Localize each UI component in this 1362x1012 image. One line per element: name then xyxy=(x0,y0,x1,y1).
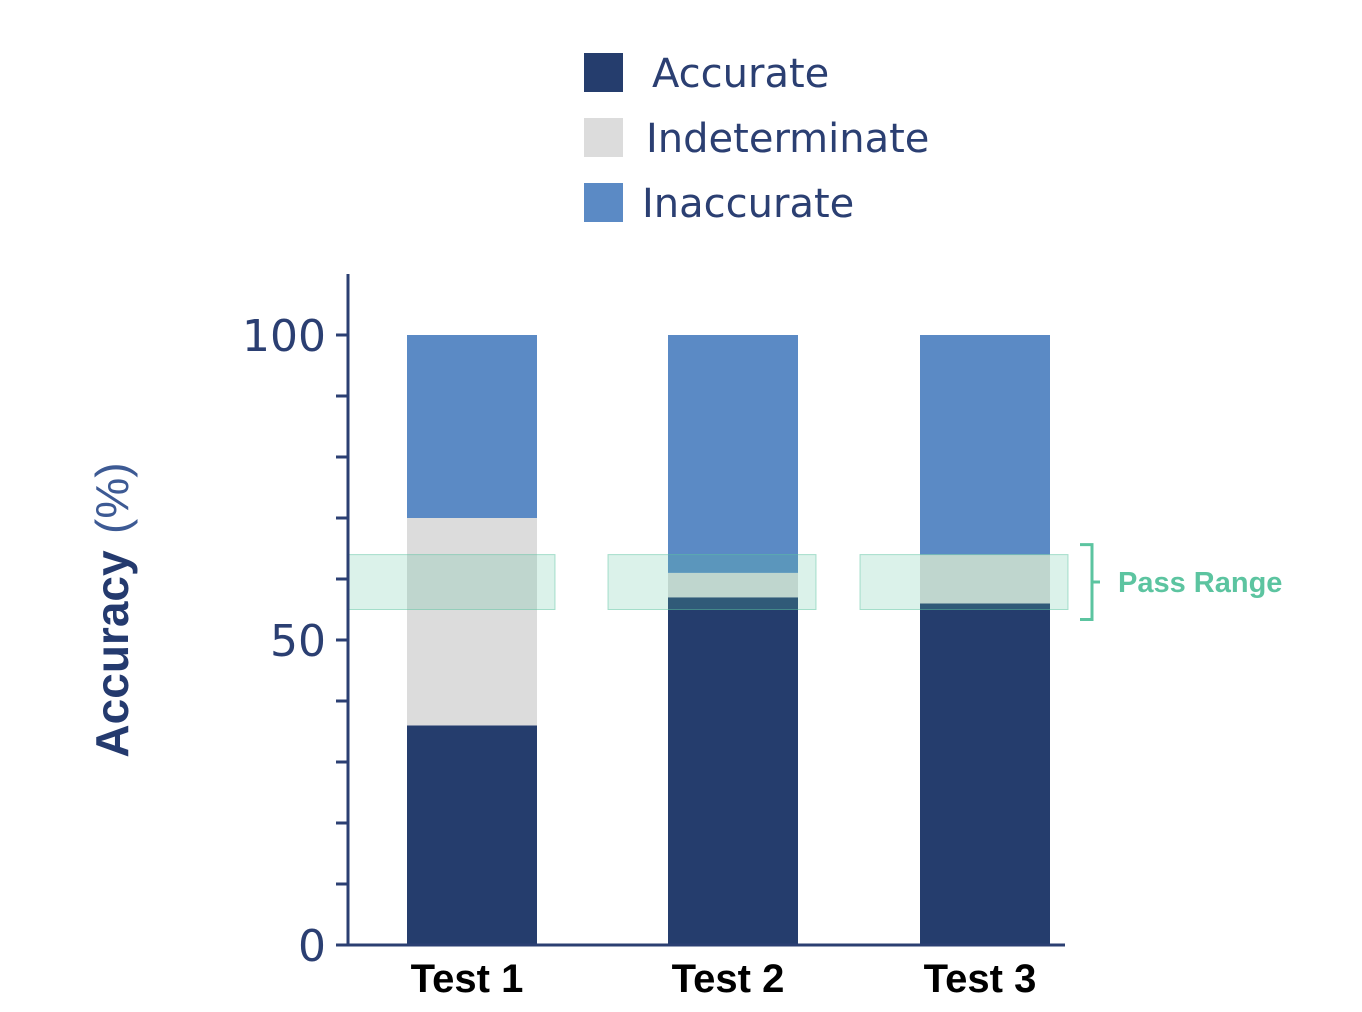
y-axis-label-main: Accuracy xyxy=(86,550,138,758)
pass-range-band xyxy=(346,554,556,610)
bracket-line xyxy=(1080,543,1100,621)
bar-indeterminate-test-2 xyxy=(668,572,798,598)
axes xyxy=(346,274,1065,947)
legend-label-inaccurate: Inaccurate xyxy=(642,181,854,227)
pass-range-band xyxy=(607,554,817,610)
bar-accurate-test-3 xyxy=(920,603,1050,945)
legend-swatch-accurate xyxy=(584,53,623,92)
legend-swatch-indeterminate xyxy=(584,118,623,157)
y-tick-label: 50 xyxy=(270,616,326,667)
legend-label-accurate: Accurate xyxy=(652,51,829,97)
legend-label-indeterminate: Indeterminate xyxy=(646,116,929,162)
legend-swatch-inaccurate xyxy=(584,183,623,222)
bars xyxy=(407,335,1050,945)
legend: Accurate Indeterminate Inaccurate xyxy=(584,51,929,227)
y-tick-label: 100 xyxy=(242,311,326,362)
x-tick-label: Test 2 xyxy=(672,957,785,1001)
bar-inaccurate-test-1 xyxy=(407,335,537,518)
bar-indeterminate-test-1 xyxy=(407,518,537,726)
y-tick-label: 0 xyxy=(298,921,326,972)
bar-inaccurate-test-2 xyxy=(668,335,798,573)
bar-accurate-test-2 xyxy=(668,597,798,945)
y-axis-label-unit: (%) xyxy=(86,462,138,534)
pass-range-label: Pass Range xyxy=(1118,567,1282,599)
x-tick-label: Test 1 xyxy=(411,957,524,1001)
y-ticks: 0 50 100 xyxy=(242,311,348,972)
bar-indeterminate-test-3 xyxy=(920,554,1050,604)
x-tick-labels: Test 1 Test 2 Test 3 xyxy=(411,957,1037,1001)
bar-accurate-test-1 xyxy=(407,725,537,945)
x-tick-label: Test 3 xyxy=(924,957,1037,1001)
pass-range-band xyxy=(859,554,1069,610)
y-axis-label: Accuracy (%) xyxy=(86,462,138,757)
bar-inaccurate-test-3 xyxy=(920,335,1050,555)
pass-range-bands xyxy=(346,554,1069,610)
pass-range-bracket xyxy=(1080,543,1100,621)
